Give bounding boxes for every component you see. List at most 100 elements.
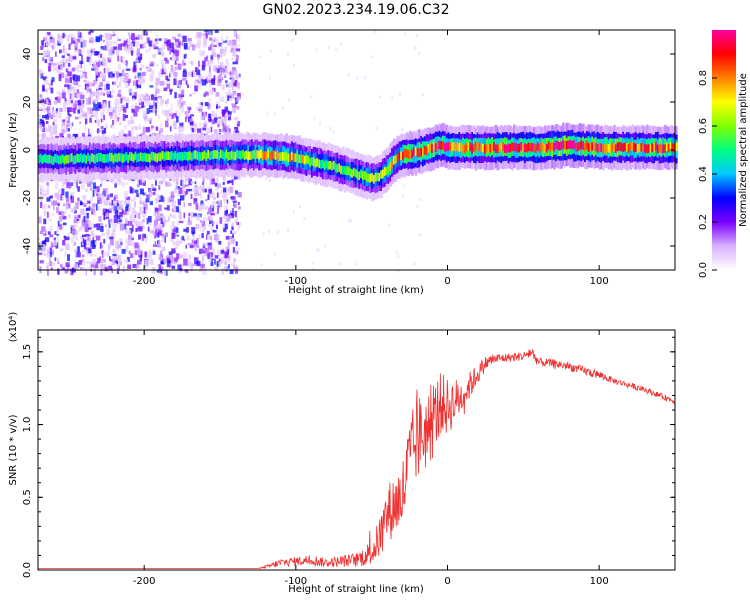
spectrogram-cell: [59, 112, 62, 119]
spectrogram-cell: [214, 255, 219, 259]
spectrogram-cell: [211, 78, 216, 85]
spectrogram-cell: [82, 40, 87, 48]
spectrogram-cell: [137, 259, 142, 265]
spectrogram-cell: [40, 215, 42, 219]
spectrogram-cell: [138, 124, 141, 131]
spectrogram-cell: [116, 49, 120, 55]
spectrogram-cell: [305, 154, 309, 164]
spectrogram-cell: [107, 67, 111, 73]
spectrogram-cell: [118, 89, 122, 93]
spectrogram-cell: [261, 151, 265, 161]
spectrogram-cell: [201, 255, 205, 261]
spectrogram-cell: [76, 181, 78, 189]
snr-x-tick-label: -100: [284, 576, 307, 587]
spectrogram-cell: [158, 185, 161, 190]
spectrogram-cell: [155, 91, 157, 99]
spectrogram-cell: [117, 215, 121, 219]
spectrogram-cell: [138, 98, 141, 103]
spectrogram-cell: [221, 76, 224, 81]
spectrogram-cell: [660, 144, 663, 153]
spectrogram-cell: [50, 87, 54, 94]
spectrogram-cell: [101, 62, 106, 67]
spectrogram-cell: [192, 234, 195, 241]
spectrogram-cell: [51, 77, 55, 82]
spectrogram-cell: [325, 159, 329, 169]
spectrogram-cell: [183, 63, 186, 66]
spectrogram-x-tick-label: -200: [133, 276, 156, 287]
spectrogram-cell: [203, 92, 205, 97]
spectrogram-cell: [165, 59, 169, 64]
spectrogram-cell: [96, 205, 101, 211]
spectrogram-cell: [44, 80, 49, 85]
spectrogram-cell: [194, 198, 197, 202]
spectrogram-cell: [77, 109, 81, 114]
spectrogram-cell: [141, 234, 144, 241]
spectrogram-cell: [536, 142, 540, 151]
spectrogram-cell: [232, 151, 236, 161]
spectrogram-cell: [288, 98, 291, 102]
spectrogram-cell: [240, 151, 243, 160]
spectrogram-cell: [112, 256, 117, 260]
spectrogram-cell: [84, 226, 89, 233]
spectrogram-cell: [206, 231, 210, 235]
spectrogram-cell: [195, 67, 198, 73]
spectrogram-cell: [43, 253, 47, 256]
spectrogram-cell: [201, 247, 206, 254]
spectrogram-cell: [127, 81, 130, 86]
spectrogram-cell: [62, 203, 67, 207]
spectrogram-cell: [50, 79, 53, 86]
spectrogram-cell: [105, 212, 107, 217]
spectrogram-cell: [40, 244, 46, 248]
spectrogram-cell: [200, 33, 206, 37]
spectrogram-cell: [47, 269, 49, 276]
spectrogram-cell: [93, 39, 96, 42]
spectrogram-cell: [48, 63, 51, 66]
spectrogram-cell: [70, 224, 75, 231]
spectrogram-cell: [89, 263, 92, 269]
spectrogram-cell: [324, 244, 327, 248]
spectrogram-cell: [162, 196, 165, 203]
spectrogram-cell: [155, 34, 159, 38]
spectrogram-y-tick-label: 40: [22, 48, 33, 61]
spectrogram-cell: [400, 151, 403, 161]
spectrogram-cell: [263, 151, 267, 160]
spectrogram-x-tick-label: -100: [284, 276, 307, 287]
colorbar-ticks: 0.00.20.40.60.8: [698, 70, 717, 278]
spectrogram-cell: [200, 115, 205, 121]
spectrogram-cell: [47, 43, 51, 47]
spectrogram-cell: [234, 175, 238, 180]
spectrogram-cell: [226, 180, 230, 184]
spectrogram-cell: [228, 214, 230, 219]
spectrogram-cell: [85, 118, 88, 125]
spectrogram-cell: [75, 66, 79, 72]
spectrogram-cell: [354, 168, 358, 178]
spectrogram-cell: [177, 240, 180, 246]
spectrogram-cell: [132, 253, 135, 259]
spectrogram-cell: [96, 62, 100, 67]
spectrogram-cell: [155, 109, 157, 116]
spectrogram-cell: [224, 223, 228, 230]
spectrogram-cell: [78, 103, 81, 110]
spectrogram-cell: [221, 65, 226, 69]
spectrogram-cell: [131, 207, 136, 214]
spectrogram-cell: [104, 32, 108, 39]
spectrogram-cell: [41, 247, 46, 252]
spectrogram-cell: [142, 212, 144, 217]
spectrogram-cell: [219, 62, 224, 67]
spectrogram-cell: [209, 212, 213, 220]
spectrogram-cell: [46, 211, 49, 218]
spectrogram-cell: [199, 108, 203, 113]
spectrogram-cell: [141, 202, 145, 205]
spectrogram-cell: [105, 81, 109, 85]
spectrogram-cell: [391, 159, 394, 169]
spectrogram-cell: [201, 219, 204, 224]
spectrogram-cell: [68, 89, 72, 93]
spectrogram-cell: [103, 154, 107, 163]
spectrogram-cell: [149, 120, 152, 124]
spectrogram-cell: [391, 96, 394, 100]
spectrogram-cell: [50, 225, 53, 231]
spectrogram-cell: [225, 100, 228, 104]
spectrogram-cell: [132, 153, 136, 163]
spectrogram-cell: [276, 150, 279, 160]
spectrogram-cell: [48, 258, 52, 265]
